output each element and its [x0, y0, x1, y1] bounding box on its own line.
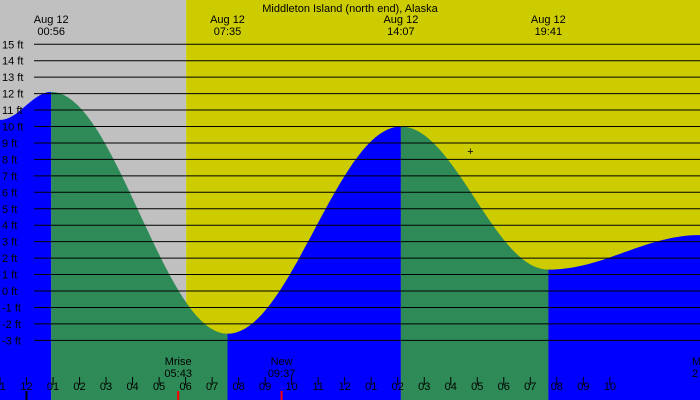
y-tick-label: 10 ft [2, 122, 23, 134]
x-tick-label: 05 [153, 381, 165, 393]
y-tick-label: 5 ft [2, 204, 17, 216]
x-tick-label: 02 [392, 381, 404, 393]
edge-event-time-fragment: 2 [692, 368, 698, 380]
y-tick-label: 0 ft [2, 286, 17, 298]
y-tick-label: 1 ft [2, 270, 17, 282]
edge-event-fragment: M [692, 356, 700, 368]
tide-fill-layer [0, 92, 700, 400]
x-tick-label: 12 [20, 381, 32, 393]
x-tick-label: 03 [100, 381, 112, 393]
y-tick-label: 14 ft [2, 56, 23, 68]
y-tick-label: 4 ft [2, 220, 17, 232]
rising-tide-area [0, 92, 52, 400]
x-tick-label: 01 [365, 381, 377, 393]
x-tick-label: 11 [0, 381, 6, 393]
y-tick-label: 9 ft [2, 138, 17, 150]
x-tick-label: 04 [126, 381, 138, 393]
rising-tide-area [548, 235, 700, 400]
x-tick-label: 08 [551, 381, 563, 393]
y-tick-label: 12 ft [2, 89, 23, 101]
event-name-label: Mrise [165, 356, 192, 368]
grid-layer [0, 43, 700, 400]
y-tick-label: -3 ft [2, 335, 21, 347]
x-tick-label: 12 [339, 381, 351, 393]
event-time-label: 09:37 [268, 368, 296, 380]
falling-tide-area [400, 126, 549, 400]
y-tick-label: 6 ft [2, 187, 17, 199]
x-tick-label: 05 [471, 381, 483, 393]
extreme-date-label: Aug 12 [383, 14, 418, 26]
extreme-date-label: Aug 12 [210, 14, 245, 26]
label-layer: Middleton Island (north end), Alaska 15 … [0, 3, 700, 393]
y-tick-label: 7 ft [2, 171, 17, 183]
extreme-date-label: Aug 12 [34, 14, 69, 26]
extreme-time-label: 19:41 [535, 26, 563, 38]
x-tick-label: 08 [233, 381, 245, 393]
event-time-label: 05:43 [164, 368, 192, 380]
y-tick-label: 8 ft [2, 154, 17, 166]
x-tick-label: 02 [73, 381, 85, 393]
x-tick-label: 07 [524, 381, 536, 393]
position-marker: + [467, 146, 473, 158]
event-name-label: New [271, 356, 293, 368]
y-tick-label: -2 ft [2, 319, 21, 331]
y-tick-label: 11 ft [2, 105, 23, 117]
chart-title: Middleton Island (north end), Alaska [262, 3, 438, 15]
x-tick-label: 06 [179, 381, 191, 393]
x-tick-label: 04 [445, 381, 457, 393]
y-tick-label: 13 ft [2, 72, 23, 84]
x-tick-label: 10 [604, 381, 616, 393]
x-tick-label: 03 [418, 381, 430, 393]
y-tick-label: -1 ft [2, 302, 21, 314]
x-tick-label: 10 [286, 381, 298, 393]
y-tick-label: 3 ft [2, 237, 17, 249]
extreme-time-label: 07:35 [214, 26, 242, 38]
y-tick-label: 15 ft [2, 39, 23, 51]
extreme-date-label: Aug 12 [531, 14, 566, 26]
rising-tide-area [227, 126, 401, 400]
falling-tide-area [51, 92, 228, 400]
y-tick-label: 2 ft [2, 253, 17, 265]
x-tick-label: 01 [47, 381, 59, 393]
extreme-time-label: 14:07 [387, 26, 415, 38]
x-tick-label: 09 [577, 381, 589, 393]
x-tick-label: 11 [312, 381, 323, 393]
extreme-time-label: 00:56 [37, 26, 65, 38]
x-tick-label: 09 [259, 381, 271, 393]
x-tick-label: 06 [498, 381, 510, 393]
x-tick-label: 07 [206, 381, 218, 393]
